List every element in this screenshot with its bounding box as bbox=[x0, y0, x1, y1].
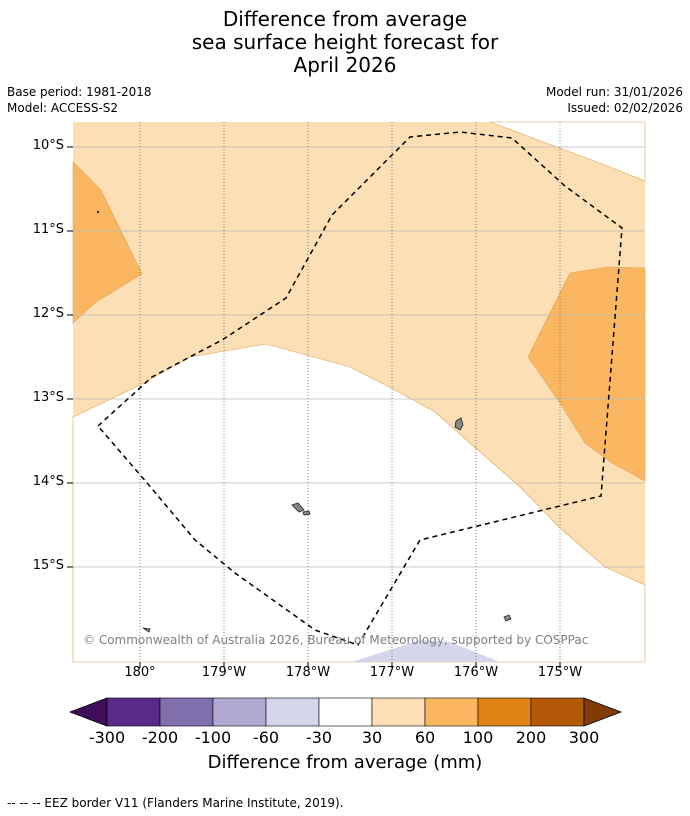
title-line-3: April 2026 bbox=[293, 53, 397, 77]
latitude-gridlines bbox=[73, 146, 645, 568]
model-name: Model: ACCESS-S2 bbox=[7, 101, 119, 115]
lon-label-179w: 179°W bbox=[201, 665, 247, 680]
lon-label-180: 180° bbox=[124, 665, 156, 680]
lat-label-14s: 14°S bbox=[32, 474, 64, 489]
colorbar-cell bbox=[477, 697, 532, 727]
island-6 bbox=[96, 210, 100, 214]
island-2 bbox=[291, 502, 305, 513]
lat-label-12s: 12°S bbox=[32, 306, 64, 321]
chart-title: Difference from average sea surface heig… bbox=[0, 8, 690, 77]
meta-left: Base period: 1981-2018 Model: ACCESS-S2 bbox=[7, 84, 152, 116]
island-4 bbox=[503, 614, 512, 622]
eez-legend-note: -- -- -- EEZ border V11 (Flanders Marine… bbox=[7, 796, 344, 810]
colorbar-cell bbox=[212, 697, 267, 727]
cb-tick-label: 300 bbox=[568, 728, 600, 747]
lat-label-13s: 13°S bbox=[32, 390, 64, 405]
lon-label-177w: 177°W bbox=[369, 665, 415, 680]
colorbar-extend-low bbox=[68, 697, 108, 727]
lat-label-10s: 10°S bbox=[32, 138, 64, 153]
anomaly-60-100-east bbox=[527, 266, 646, 482]
anomaly-neutral-region bbox=[72, 343, 646, 663]
anomaly-neutral-corner bbox=[489, 121, 646, 182]
anomaly-negative-patch bbox=[352, 640, 500, 662]
axis-ticks bbox=[67, 146, 561, 668]
title-line-2: sea surface height forecast for bbox=[191, 30, 499, 54]
colorbar-title: Difference from average (mm) bbox=[207, 752, 483, 773]
colorbar-cell bbox=[530, 697, 585, 727]
base-period: Base period: 1981-2018 bbox=[7, 85, 152, 99]
colorbar-cell bbox=[265, 697, 320, 727]
lon-label-176w: 176°W bbox=[453, 665, 499, 680]
cb-tick-label: -200 bbox=[141, 728, 179, 747]
cb-tick-label: -300 bbox=[88, 728, 126, 747]
cb-tick-label: -100 bbox=[194, 728, 232, 747]
title-line-1: Difference from average bbox=[222, 7, 468, 31]
meta-right: Model run: 31/01/2026 Issued: 02/02/2026 bbox=[546, 84, 683, 116]
colorbar-extend-high bbox=[583, 697, 623, 727]
map-canvas bbox=[67, 121, 646, 668]
copyright-notice: © Commonwealth of Australia 2026, Bureau… bbox=[83, 633, 589, 647]
colorbar-cell bbox=[106, 697, 161, 727]
issued-date: Issued: 02/02/2026 bbox=[567, 101, 683, 115]
island-5 bbox=[142, 627, 151, 633]
anomaly-60-100-west bbox=[72, 161, 143, 324]
island-1 bbox=[454, 417, 464, 431]
colorbar-cells bbox=[68, 697, 623, 727]
cb-tick-label: 30 bbox=[361, 728, 383, 747]
model-run: Model run: 31/01/2026 bbox=[545, 85, 683, 99]
lat-label-15s: 15°S bbox=[32, 558, 64, 573]
colorbar-cell bbox=[424, 697, 479, 727]
islands bbox=[96, 210, 512, 633]
colorbar-cell bbox=[318, 697, 373, 727]
eez-border bbox=[96, 131, 623, 646]
cb-tick-label: 200 bbox=[515, 728, 547, 747]
cb-tick-label: 60 bbox=[414, 728, 436, 747]
lon-label-175w: 175°W bbox=[537, 665, 583, 680]
longitude-gridlines bbox=[139, 122, 561, 662]
lon-label-178w: 178°W bbox=[285, 665, 331, 680]
cb-tick-label: -30 bbox=[305, 728, 333, 747]
colorbar bbox=[68, 697, 623, 727]
cb-tick-label: -60 bbox=[252, 728, 280, 747]
lat-label-11s: 11°S bbox=[32, 222, 64, 237]
cb-tick-label: 100 bbox=[462, 728, 494, 747]
colorbar-cell bbox=[159, 697, 214, 727]
colorbar-cell bbox=[371, 697, 426, 727]
island-3 bbox=[302, 510, 311, 516]
